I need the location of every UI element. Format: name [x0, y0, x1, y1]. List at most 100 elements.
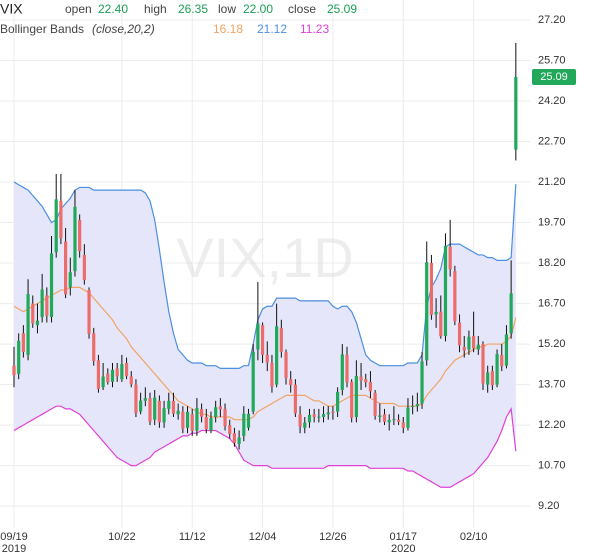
candle-body: [345, 354, 349, 383]
header-label: open: [65, 2, 92, 16]
candle-body: [439, 311, 443, 337]
x-tick-label: 01/17: [390, 531, 418, 543]
candle-body: [382, 414, 387, 422]
candle-body: [270, 362, 274, 387]
x-tick-label: 09/19: [0, 531, 28, 543]
candle-body: [120, 364, 124, 380]
candle-body: [209, 418, 213, 431]
candle-body: [124, 362, 129, 377]
candle-body: [223, 408, 227, 427]
candle-body: [78, 219, 82, 252]
y-tick-label: 27.20: [538, 14, 566, 26]
candle-body: [139, 400, 143, 412]
candle-body: [364, 379, 368, 383]
candle-body: [354, 375, 358, 417]
candle-body: [96, 360, 101, 389]
candle-body: [63, 241, 68, 295]
candle-body: [453, 271, 457, 322]
header-value: 26.35: [178, 2, 208, 16]
candle-body: [312, 414, 316, 417]
candle-body: [514, 76, 518, 150]
indicator-value: 11.23: [300, 22, 329, 36]
candle-body: [443, 245, 448, 336]
candle-body: [429, 263, 434, 315]
candle-body: [251, 351, 255, 412]
x-tick-label: 02/10: [460, 531, 488, 543]
y-tick-label: 18.20: [538, 257, 566, 269]
candle-body: [481, 344, 485, 384]
candle-body: [237, 437, 241, 445]
indicator-value: 21.12: [257, 22, 287, 36]
x-tick-label: 10/22: [108, 531, 136, 543]
candle-body: [101, 376, 105, 388]
candle-body: [359, 376, 363, 381]
candle-body: [401, 422, 405, 428]
candle-body: [115, 368, 119, 377]
candle-body: [167, 400, 171, 409]
candle-body: [298, 414, 302, 427]
y-tick-label: 21.20: [538, 176, 566, 188]
candle-body: [392, 419, 396, 421]
candle-body: [340, 354, 344, 390]
indicator-value: 16.18: [213, 22, 243, 36]
candle-body: [275, 326, 279, 385]
candle-body: [171, 400, 176, 414]
candle-body: [87, 290, 91, 334]
candle-body: [162, 408, 166, 423]
candle-body: [228, 425, 232, 435]
candle-body: [45, 295, 49, 316]
candle-body: [246, 413, 251, 428]
candle-body: [73, 206, 77, 272]
watermark: VIX,1D: [176, 226, 353, 289]
candle-body: [284, 352, 288, 379]
y-tick-label: 16.70: [538, 297, 566, 309]
y-tick-label: 22.70: [538, 135, 566, 147]
candle-body: [378, 415, 382, 417]
candle-body: [321, 414, 326, 417]
candle-body: [411, 405, 415, 407]
price-tag: [532, 68, 576, 85]
candle-body: [350, 381, 354, 418]
candle-body: [368, 381, 373, 392]
candle-body: [425, 262, 429, 361]
candle-body: [143, 398, 147, 401]
candle-body: [92, 333, 96, 362]
candle-body: [204, 416, 208, 430]
candle-body: [486, 372, 490, 385]
candle-body: [448, 246, 452, 270]
candle-body: [232, 433, 237, 443]
y-tick-label: 9.20: [538, 500, 559, 512]
candle-body: [26, 294, 30, 355]
candle-body: [21, 333, 25, 352]
candle-body: [148, 398, 152, 422]
candle-body: [176, 410, 180, 415]
candle-body: [200, 408, 204, 417]
candle-body: [336, 391, 340, 412]
candle-body: [509, 293, 513, 334]
candle-body: [472, 335, 476, 349]
candle-body: [331, 411, 335, 413]
y-tick-label: 12.20: [538, 419, 566, 431]
candle-body: [49, 253, 54, 318]
candle-body: [500, 354, 504, 367]
indicator-params: (close,20,2): [92, 22, 155, 36]
candle-body: [396, 419, 401, 422]
candle-body: [415, 404, 419, 407]
candle-body: [195, 408, 199, 431]
candle-body: [110, 369, 115, 382]
y-tick-label: 15.20: [538, 338, 566, 350]
candle-body: [373, 392, 377, 416]
candle-body: [504, 334, 509, 366]
candle-body: [289, 379, 293, 386]
candle-body: [260, 325, 265, 355]
candle-body: [387, 419, 391, 423]
candle-body: [31, 303, 35, 324]
candle-body: [434, 311, 438, 315]
candle-body: [106, 373, 110, 383]
candle-body: [68, 272, 72, 288]
header-value: 22.40: [98, 2, 128, 16]
candle-body: [242, 413, 246, 436]
candle-body: [462, 346, 466, 351]
candle-body: [190, 414, 194, 431]
band-line: [13, 286, 517, 421]
